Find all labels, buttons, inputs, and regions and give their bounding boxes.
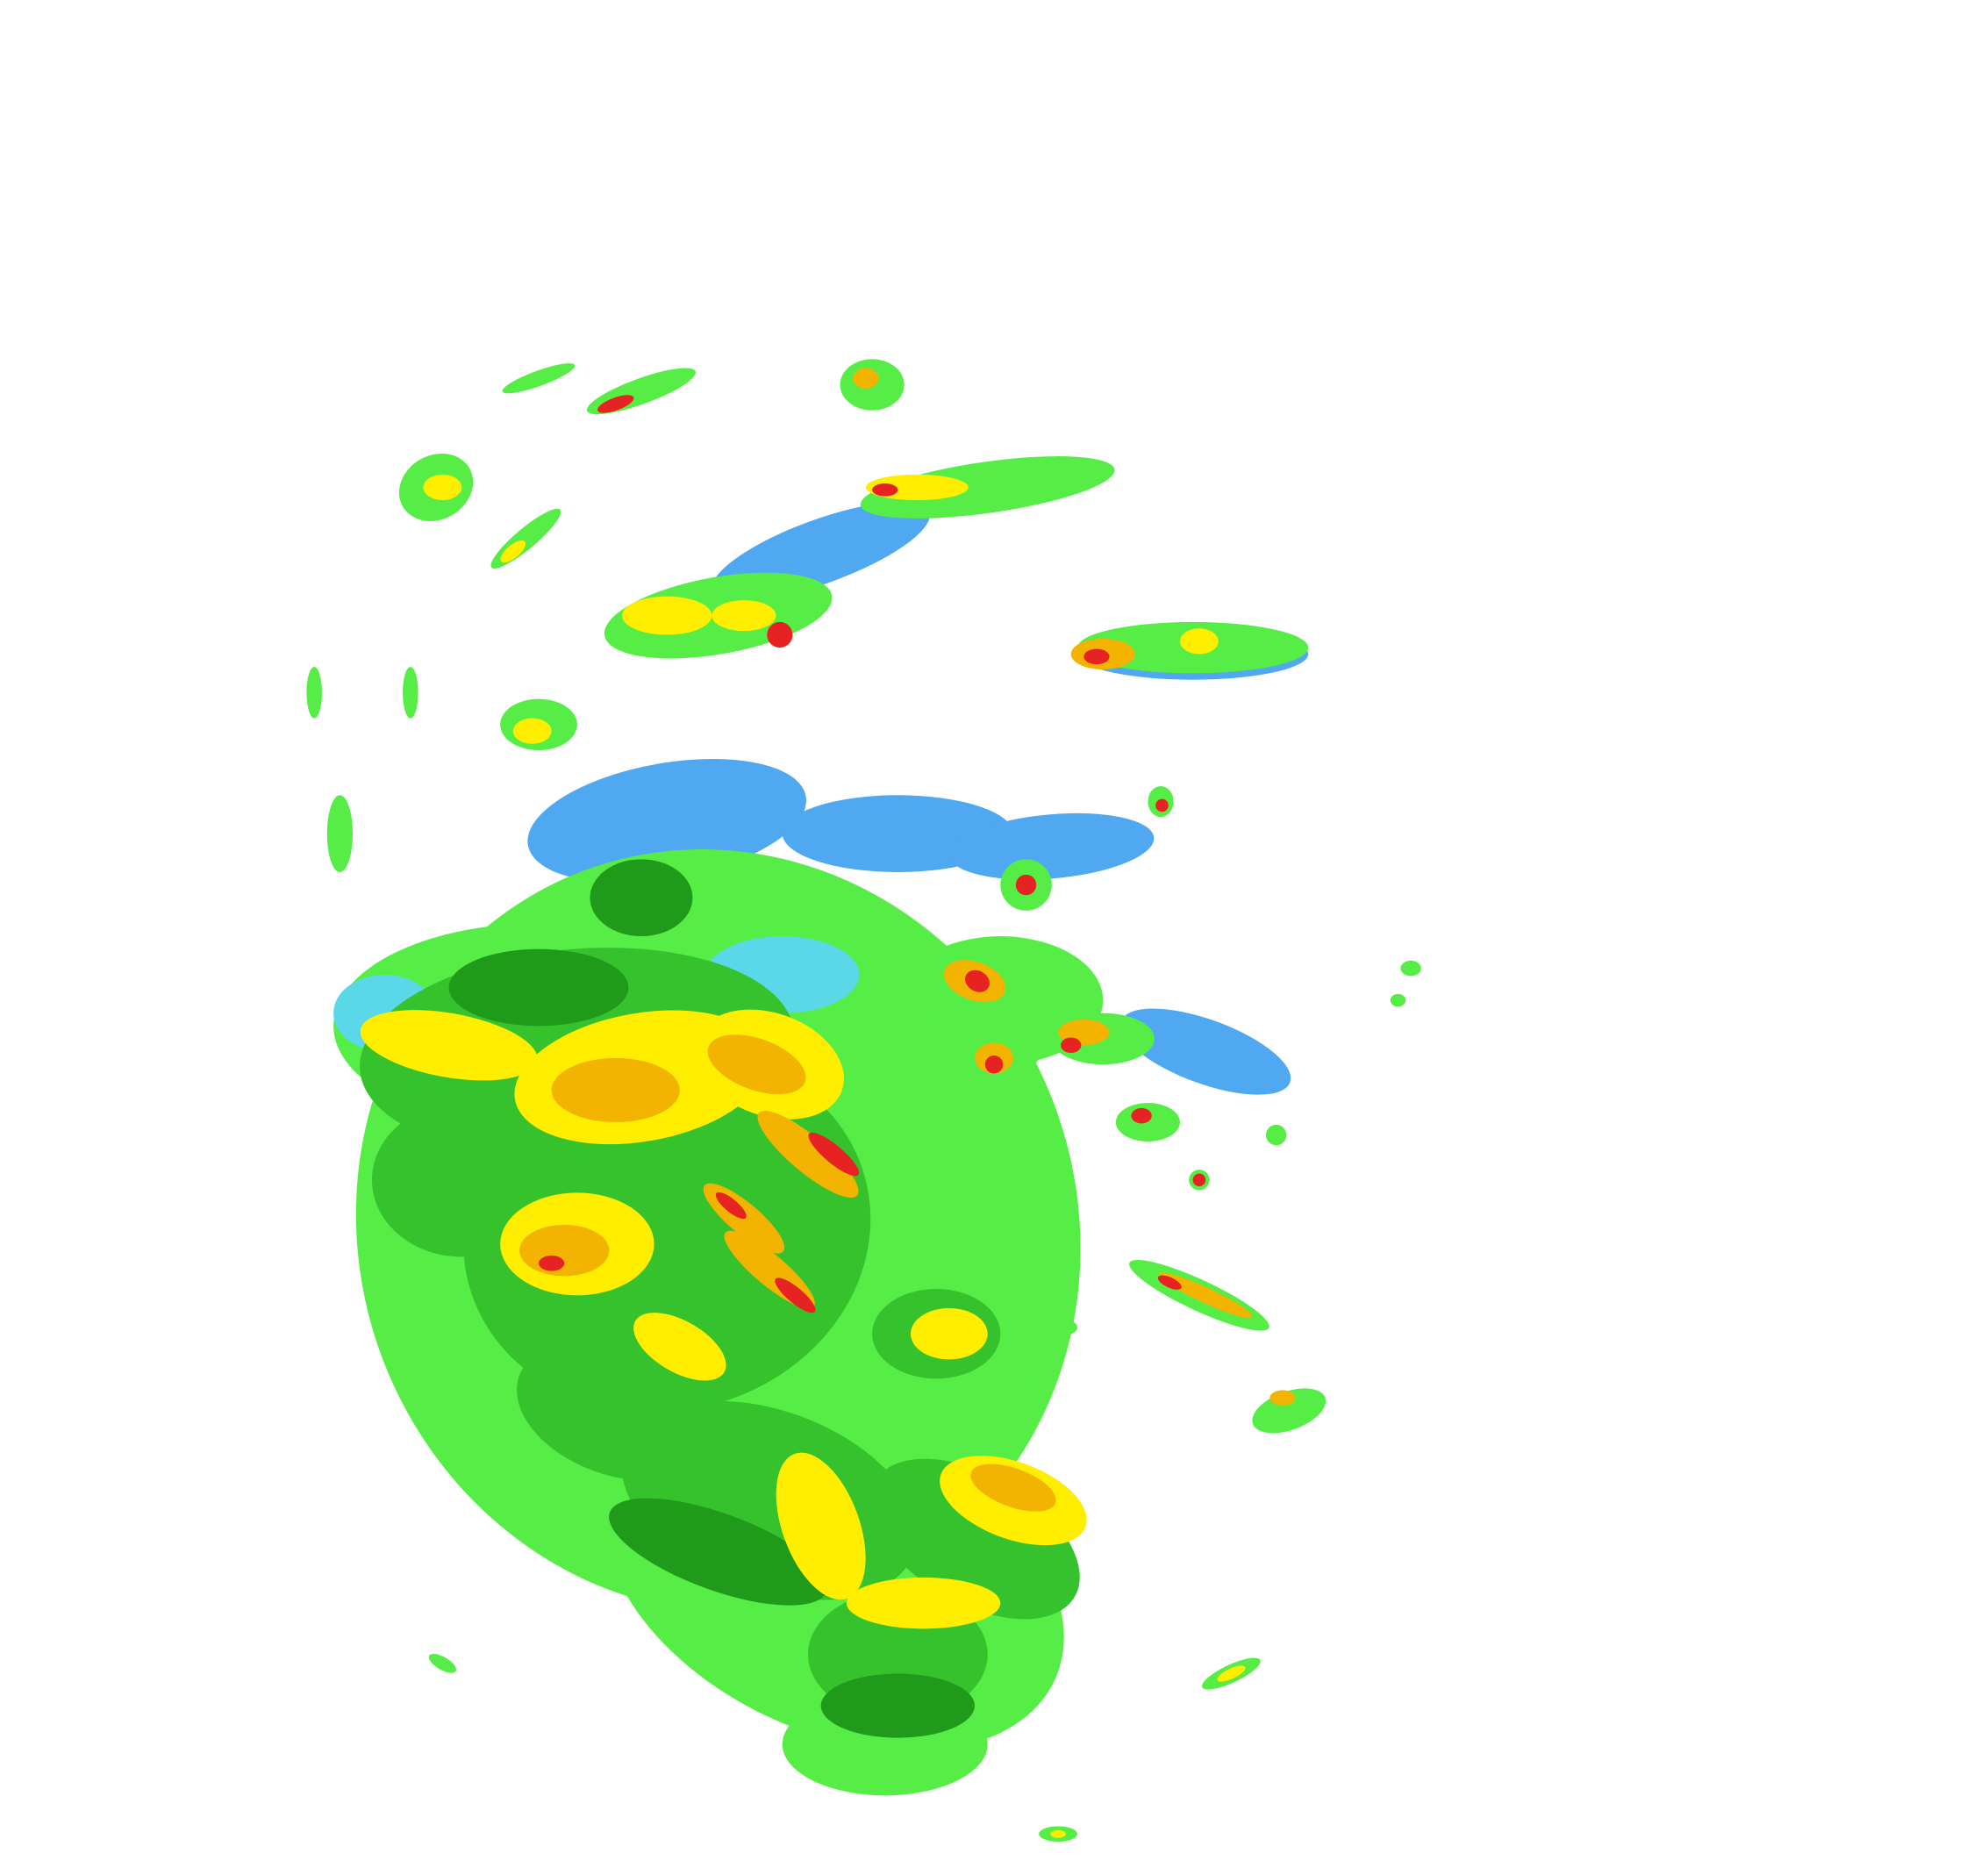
echo-orange	[853, 368, 879, 389]
echo-red	[1083, 648, 1110, 665]
echo-yellow	[712, 600, 776, 632]
echo-orange	[707, 1034, 806, 1095]
echo-light-green	[1400, 960, 1421, 977]
echo-green	[371, 1103, 552, 1257]
echo-yellow	[1050, 1829, 1066, 1838]
echo-red	[1015, 874, 1037, 896]
echo-light-green	[1252, 1388, 1327, 1434]
echo-light-green	[403, 667, 418, 719]
echo-dark-green	[590, 859, 693, 937]
echo-yellow	[360, 1010, 538, 1081]
echo-orange	[551, 1057, 680, 1122]
echo-yellow	[1217, 1665, 1246, 1682]
echo-yellow	[633, 1313, 726, 1381]
echo-light-blue	[949, 812, 1155, 880]
echo-light-green	[502, 363, 576, 394]
echo-red	[984, 1055, 1004, 1074]
echo-light-green	[306, 667, 322, 719]
echo-red	[1061, 1037, 1082, 1054]
echo-red	[767, 621, 793, 648]
echo-dark-green	[820, 1673, 976, 1738]
echo-red	[872, 483, 898, 497]
echo-red	[715, 1192, 747, 1220]
echo-light-green	[1115, 1103, 1180, 1141]
precipitation-echoes	[306, 359, 1421, 1842]
echo-red	[1157, 1275, 1182, 1290]
echo-red	[965, 970, 990, 992]
echo-light-blue	[1120, 1008, 1291, 1095]
echo-light-green	[428, 1654, 456, 1673]
echo-light-green	[1051, 1320, 1078, 1335]
echo-red	[775, 1277, 816, 1313]
echo-red	[808, 1132, 860, 1177]
echo-dark-green	[448, 948, 629, 1027]
echo-red	[1155, 798, 1169, 812]
echo-light-green	[1265, 1124, 1287, 1146]
echo-yellow	[846, 1577, 1001, 1629]
echo-light-green	[586, 368, 696, 415]
echo-yellow	[423, 474, 462, 501]
echo-red	[597, 395, 634, 413]
echo-orange	[970, 1464, 1056, 1512]
echo-yellow	[1179, 628, 1219, 655]
echo-orange	[1159, 1272, 1253, 1319]
echo-orange	[1269, 1390, 1296, 1406]
echo-green	[463, 1049, 871, 1413]
echo-green	[517, 1341, 715, 1481]
echo-yellow	[512, 718, 552, 744]
echo-light-green	[860, 456, 1115, 519]
echo-light-green	[490, 508, 561, 569]
echo-red	[1131, 1107, 1152, 1124]
echo-yellow	[500, 540, 526, 563]
echo-yellow	[910, 1307, 988, 1360]
echo-orange	[519, 1224, 610, 1277]
echo-dark-green	[609, 1498, 828, 1606]
echo-red	[1192, 1173, 1206, 1187]
echo-yellow	[622, 596, 712, 635]
echo-light-green	[1390, 993, 1406, 1007]
echo-yellow	[776, 1452, 866, 1600]
echo-light-green	[326, 795, 354, 872]
echo-red	[539, 1256, 565, 1271]
echo-orange	[757, 1111, 859, 1199]
